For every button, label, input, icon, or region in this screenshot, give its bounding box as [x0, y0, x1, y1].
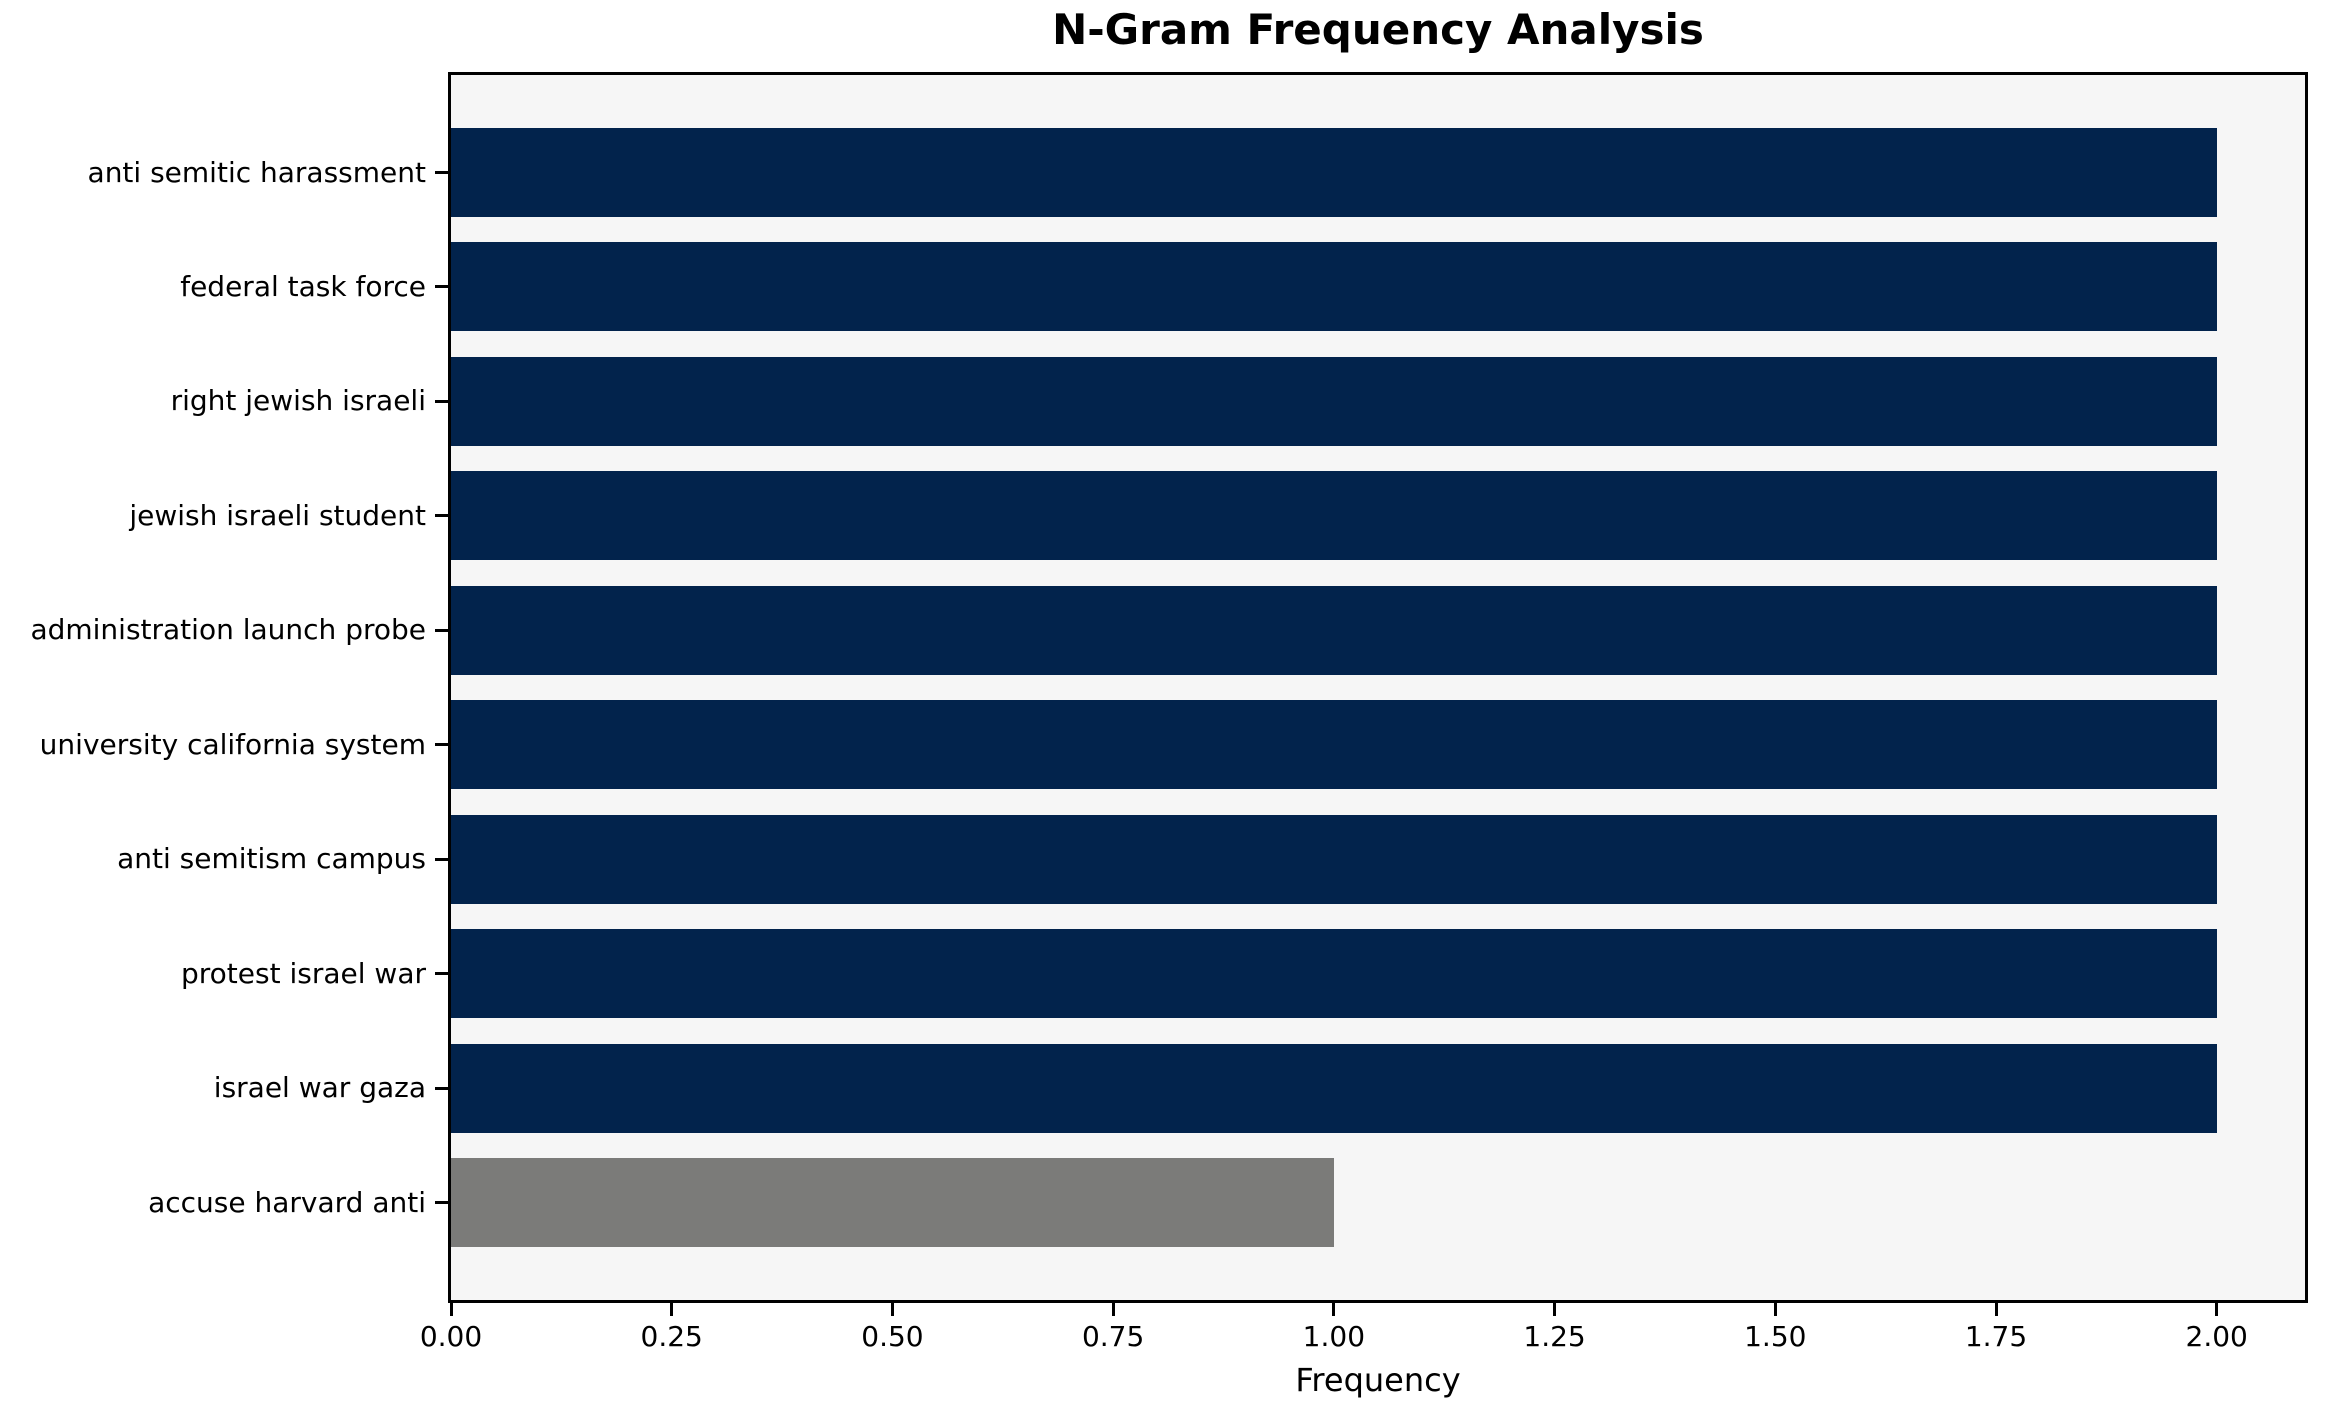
chart-title: N-Gram Frequency Analysis	[1052, 5, 1704, 54]
y-tick	[435, 1201, 448, 1204]
bar-anti-semitism-campus	[451, 814, 2217, 904]
x-tick	[1773, 1303, 1777, 1316]
y-tick	[435, 628, 448, 632]
x-tick-label: 1.25	[1523, 1320, 1586, 1353]
x-tick-label: 0.00	[419, 1320, 483, 1353]
bar-university-california-system	[451, 700, 2217, 790]
x-tick-label: 0.50	[861, 1320, 924, 1353]
bar-administration-launch-probe	[451, 585, 2217, 675]
x-tick	[449, 1303, 453, 1316]
y-tick-label: anti semitism campus	[117, 842, 426, 876]
x-tick-label: 0.25	[640, 1320, 703, 1353]
x-tick	[1332, 1303, 1336, 1316]
y-tick	[435, 171, 448, 174]
x-tick	[890, 1303, 894, 1316]
x-tick-label: 2.00	[2185, 1320, 2248, 1353]
x-tick	[670, 1303, 674, 1316]
y-tick	[435, 1086, 448, 1090]
y-tick	[435, 743, 448, 747]
y-tick-label: anti semitic harassment	[87, 155, 426, 189]
x-tick	[1553, 1303, 1557, 1316]
bar-israel-war-gaza	[451, 1043, 2217, 1133]
bar-protest-israel-war	[451, 929, 2217, 1019]
y-tick-label: israel war gaza	[213, 1071, 426, 1105]
y-tick-label: university california system	[39, 727, 426, 761]
y-tick	[435, 285, 448, 289]
x-tick	[2215, 1303, 2219, 1316]
y-tick	[435, 972, 448, 976]
bar-federal-task-force	[451, 242, 2217, 332]
bar-anti-semitic-harassment	[451, 128, 2217, 217]
bar-right-jewish-israeli	[451, 356, 2217, 446]
y-tick-label: federal task force	[180, 269, 426, 303]
plot-area	[448, 72, 2308, 1303]
y-tick	[435, 399, 448, 403]
y-tick	[435, 514, 448, 518]
y-tick-label: accuse harvard anti	[148, 1185, 426, 1219]
x-tick	[1994, 1303, 1998, 1316]
bar-jewish-israeli-student	[451, 471, 2217, 561]
y-tick-label: right jewish israeli	[170, 384, 426, 418]
x-tick	[1111, 1303, 1115, 1316]
y-tick-label: protest israel war	[181, 956, 426, 990]
y-tick	[435, 857, 448, 861]
y-tick-label: jewish israeli student	[129, 498, 426, 532]
x-tick-label: 1.75	[1964, 1320, 2028, 1353]
x-tick-label: 0.75	[1081, 1320, 1145, 1353]
x-tick-label: 1.00	[1302, 1320, 1366, 1353]
x-tick-label: 1.50	[1744, 1320, 1807, 1353]
y-tick-label: administration launch probe	[30, 613, 426, 647]
bar-accuse-harvard-anti	[451, 1158, 1334, 1247]
x-axis-label: Frequency	[1295, 1361, 1461, 1399]
